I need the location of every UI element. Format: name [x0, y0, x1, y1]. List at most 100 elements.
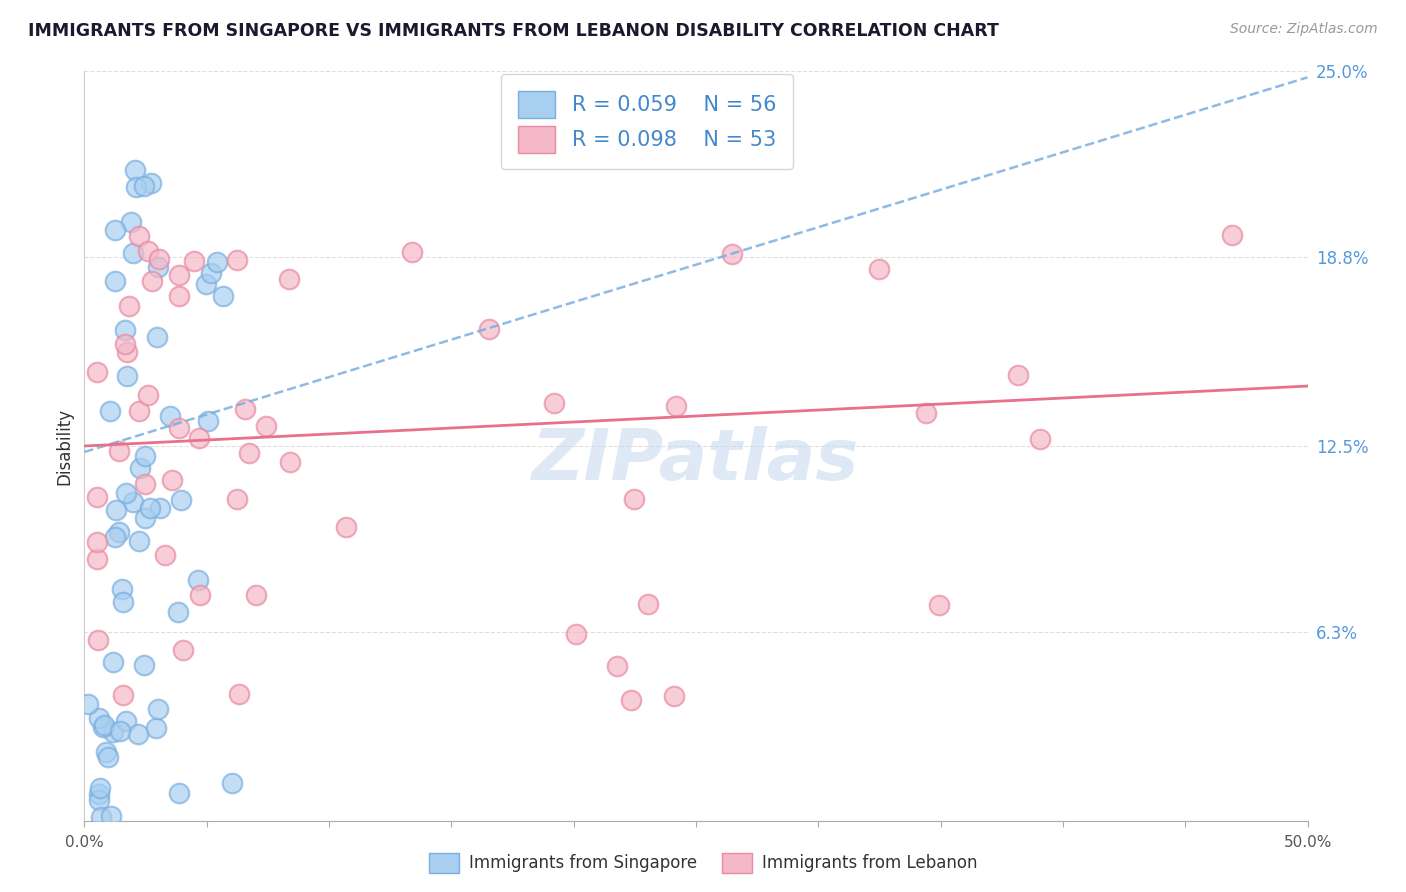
- Legend: Immigrants from Singapore, Immigrants from Lebanon: Immigrants from Singapore, Immigrants fr…: [422, 847, 984, 880]
- Point: [101, 725, 124, 739]
- Point: [146, 702, 169, 716]
- Point: [93, 718, 115, 732]
- Point: [86, 552, 108, 566]
- Point: [188, 588, 211, 602]
- Point: [125, 180, 148, 194]
- Point: [1220, 228, 1243, 243]
- Text: ZIPatlas: ZIPatlas: [533, 426, 859, 495]
- Point: [194, 277, 217, 291]
- Point: [145, 722, 167, 736]
- Point: [225, 252, 247, 267]
- Point: [200, 266, 222, 280]
- Point: [172, 642, 194, 657]
- Point: [90, 809, 112, 823]
- Point: [278, 271, 301, 285]
- Point: [146, 330, 169, 344]
- Point: [148, 260, 170, 274]
- Point: [637, 597, 659, 611]
- Point: [86, 366, 108, 380]
- Point: [77, 697, 100, 711]
- Point: [228, 687, 250, 701]
- Point: [159, 409, 181, 424]
- Point: [149, 501, 172, 516]
- Point: [197, 414, 219, 428]
- Point: [120, 215, 142, 229]
- Text: Source: ZipAtlas.com: Source: ZipAtlas.com: [1230, 22, 1378, 37]
- Point: [662, 690, 685, 704]
- Y-axis label: Disability: Disability: [55, 408, 73, 484]
- Point: [226, 491, 249, 506]
- Point: [89, 793, 111, 807]
- Point: [87, 787, 110, 801]
- Point: [129, 461, 152, 475]
- Legend: R = 0.059    N = 56, R = 0.098    N = 53: R = 0.059 N = 56, R = 0.098 N = 53: [501, 74, 793, 169]
- Text: IMMIGRANTS FROM SINGAPORE VS IMMIGRANTS FROM LEBANON DISABILITY CORRELATION CHAR: IMMIGRANTS FROM SINGAPORE VS IMMIGRANTS …: [28, 22, 1000, 40]
- Point: [108, 724, 131, 739]
- Point: [167, 421, 190, 435]
- Point: [100, 809, 122, 823]
- Point: [401, 244, 423, 259]
- Point: [112, 688, 135, 702]
- Point: [207, 255, 229, 269]
- Point: [115, 714, 138, 729]
- Point: [141, 274, 163, 288]
- Point: [94, 745, 117, 759]
- Point: [122, 495, 145, 509]
- Point: [148, 252, 170, 267]
- Point: [167, 606, 190, 620]
- Point: [543, 395, 565, 409]
- Point: [134, 449, 156, 463]
- Point: [122, 246, 145, 260]
- Point: [187, 573, 209, 587]
- Point: [868, 262, 890, 277]
- Point: [104, 223, 127, 237]
- Point: [139, 501, 162, 516]
- Point: [91, 720, 114, 734]
- Point: [335, 519, 357, 533]
- Point: [98, 404, 121, 418]
- Point: [101, 655, 124, 669]
- Point: [160, 474, 183, 488]
- Point: [238, 446, 260, 460]
- Point: [86, 490, 108, 504]
- Point: [245, 588, 267, 602]
- Point: [104, 274, 127, 288]
- Point: [118, 299, 141, 313]
- Point: [167, 289, 190, 303]
- Point: [128, 404, 150, 418]
- Point: [115, 344, 138, 359]
- Point: [127, 727, 149, 741]
- Point: [1007, 368, 1029, 383]
- Point: [721, 246, 744, 260]
- Point: [188, 431, 211, 445]
- Point: [565, 627, 588, 641]
- Point: [136, 388, 159, 402]
- Point: [606, 659, 628, 673]
- Point: [141, 177, 163, 191]
- Point: [108, 444, 131, 458]
- Point: [114, 323, 136, 337]
- Point: [233, 402, 256, 417]
- Point: [136, 244, 159, 259]
- Point: [86, 535, 108, 549]
- Point: [97, 749, 120, 764]
- Point: [280, 454, 302, 468]
- Point: [107, 525, 129, 540]
- Point: [915, 407, 938, 421]
- Point: [104, 530, 127, 544]
- Point: [105, 503, 128, 517]
- Point: [132, 178, 155, 193]
- Point: [86, 632, 108, 647]
- Point: [111, 595, 134, 609]
- Point: [153, 548, 176, 562]
- Point: [620, 693, 643, 707]
- Point: [169, 268, 191, 282]
- Point: [169, 492, 191, 507]
- Point: [256, 418, 278, 433]
- Point: [114, 486, 136, 500]
- Point: [169, 786, 191, 800]
- Point: [928, 598, 950, 612]
- Point: [89, 711, 111, 725]
- Point: [134, 658, 156, 673]
- Point: [89, 780, 111, 795]
